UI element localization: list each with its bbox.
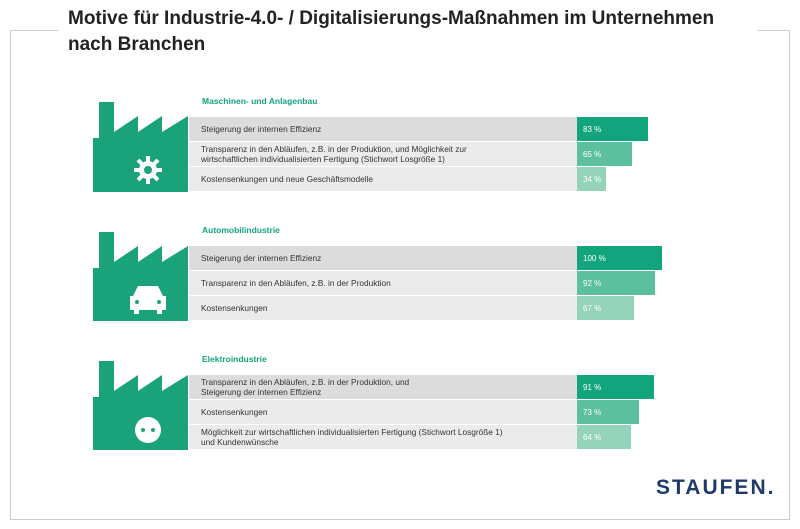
bar: 67 % xyxy=(577,296,634,320)
category-label: Steigerung der internen Effizienz xyxy=(189,246,577,270)
icon-automotive xyxy=(93,232,188,321)
icon-machinery xyxy=(93,102,188,192)
category-label: Kostensenkungen und neue Geschäftsmodell… xyxy=(189,167,577,191)
value-label: 83 % xyxy=(583,124,602,134)
category-label: Kostensenkungen xyxy=(189,400,577,424)
bar: 65 % xyxy=(577,142,633,166)
category-label: Kostensenkungen xyxy=(189,296,577,320)
category-label: Möglichkeit zur wirtschaftlichen individ… xyxy=(189,425,577,449)
category-label: Steigerung der internen Effizienz xyxy=(189,117,577,141)
chart-title: Motive für Industrie-4.0- / Digitalisier… xyxy=(58,6,758,58)
group-title: Automobilindustrie xyxy=(202,225,280,235)
bar: 34 % xyxy=(577,167,606,191)
value-label: 67 % xyxy=(583,303,602,313)
category-label: Transparenz in den Abläufen, z.B. in der… xyxy=(189,142,577,166)
value-label: 91 % xyxy=(583,382,602,392)
logo: STAUFEN. xyxy=(656,476,776,499)
bar: 92 % xyxy=(577,271,656,295)
value-label: 65 % xyxy=(583,149,602,159)
value-label: 92 % xyxy=(583,278,602,288)
group-title: Elektroindustrie xyxy=(202,354,267,364)
value-label: 34 % xyxy=(583,174,602,184)
group-title: Maschinen- und Anlagenbau xyxy=(202,96,318,106)
bar: 64 % xyxy=(577,425,632,449)
bar: 91 % xyxy=(577,375,655,399)
bar: 83 % xyxy=(577,117,648,141)
value-label: 64 % xyxy=(583,432,602,442)
category-label: Transparenz in den Abläufen, z.B. in der… xyxy=(189,375,577,399)
value-label: 73 % xyxy=(583,407,602,417)
value-label: 100 % xyxy=(583,253,606,263)
bar: 100 % xyxy=(577,246,662,270)
bar: 73 % xyxy=(577,400,640,424)
category-label: Transparenz in den Abläufen, z.B. in der… xyxy=(189,271,577,295)
icon-electronics xyxy=(93,361,188,450)
